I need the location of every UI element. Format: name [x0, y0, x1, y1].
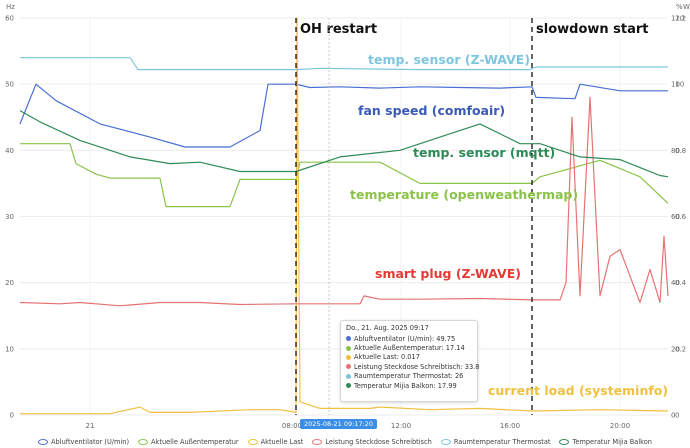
legend-label: Aktuelle Last: [260, 438, 304, 446]
tooltip-row: Aktuelle Außentemperatur: 17.14: [346, 343, 472, 352]
axis-ticks: 0 10 20 30 40 50 60 Hz 0 0.2 0.4 0.6 0.8 1 1.2 0 20 40 60 8…: [5, 3, 690, 430]
legend-item[interactable]: Temperatur Mijia Balkon: [559, 436, 652, 448]
legend-item[interactable]: Abluftventilator (U/min): [38, 436, 129, 448]
series-label: temp. sensor (Z-WAVE): [368, 52, 530, 67]
left-tick-label: 30: [5, 213, 14, 221]
tooltip-row-text: Aktuelle Last: 0.017: [354, 353, 420, 362]
left-tick-label: 50: [5, 81, 14, 89]
tooltip-row: Leistung Steckdose Schreibtisch: 33.8: [346, 362, 479, 371]
series-line: [20, 143, 669, 208]
hover-tooltip: Do., 21. Aug. 2025 09:17 Abluftventilato…: [340, 320, 479, 402]
series-label: temperature (openweathermap): [350, 187, 578, 202]
series-label: current load (systeminfo): [488, 383, 668, 398]
left-tick-label: 40: [5, 147, 14, 155]
right-tick-label-1: 0.6: [675, 213, 687, 221]
series-line: [19, 110, 669, 178]
left-tick-label: 0: [10, 412, 14, 420]
tooltip-title: Do., 21. Aug. 2025 09:17: [346, 324, 429, 332]
legend-swatch-icon: [38, 439, 49, 445]
left-tick-label: 20: [5, 279, 14, 287]
legend-label: Temperatur Mijia Balkon: [572, 438, 652, 446]
series-color-dot-icon: [346, 364, 351, 370]
legend-swatch-icon: [247, 439, 258, 445]
x-tick-label: 16:00: [500, 422, 520, 430]
right-tick-label-2: 20: [671, 345, 680, 353]
legend-label: Abluftventilator (U/min): [51, 438, 130, 446]
tooltip-row: Raumtemperatur Thermostat: 26: [346, 372, 472, 381]
x-tick-label: 12:00: [391, 422, 411, 430]
legend-item[interactable]: Leistung Steckdose Schreibtisch: [312, 436, 432, 448]
series-lines: [19, 17, 669, 415]
tooltip-row: Aktuelle Last: 0.017: [346, 353, 472, 362]
legend-label: Aktuelle Außentemperatur: [151, 438, 239, 446]
tooltip-row-text: Leistung Steckdose Schreibtisch: 33.8: [354, 362, 480, 371]
legend-item[interactable]: Aktuelle Außentemperatur: [138, 436, 239, 448]
series-line: [20, 17, 669, 415]
right-tick-label-2: 60: [671, 213, 680, 221]
legend[interactable]: Abluftventilator (U/min) Aktuelle Außente…: [0, 436, 690, 448]
time-badge: 2025-08-21 09:17:20: [300, 419, 378, 429]
tooltip-row-text: Aktuelle Außentemperatur: 17.14: [354, 344, 465, 353]
legend-item[interactable]: Aktuelle Last: [247, 436, 304, 448]
tooltip-rows: Abluftventilator (U/min): 49.75 Aktuelle …: [346, 334, 479, 390]
right-tick-label-1: 1: [675, 81, 679, 89]
tooltip-row-text: Raumtemperatur Thermostat: 26: [354, 372, 464, 381]
series-labels: temp. sensor (Z-WAVE) fan speed (comfoair…: [350, 52, 668, 398]
series-color-dot-icon: [346, 336, 351, 342]
tooltip-row: Abluftventilator (U/min): 49.75: [346, 334, 472, 343]
gridlines: [20, 17, 668, 416]
series-label: fan speed (comfoair): [358, 103, 505, 118]
event-markers: OH restart slowdown start: [295, 18, 649, 415]
legend-label: Raumtemperatur Thermostat: [453, 438, 551, 446]
series-line: [19, 83, 668, 148]
legend-item[interactable]: Raumtemperatur Thermostat: [440, 436, 551, 448]
series-line: [19, 96, 669, 307]
right-tick-label-1: 0.2: [675, 345, 686, 353]
series-color-dot-icon: [346, 383, 351, 389]
right-tick-label-1: 0: [675, 412, 679, 420]
tooltip-row-text: Temperatur Mijia Balkon: 17.99: [354, 381, 457, 390]
right-axis-unit-2: W: [683, 3, 690, 11]
right-tick-label-1: 0.8: [675, 147, 686, 155]
right-axis-unit-1: %: [676, 3, 683, 11]
series-line: [20, 57, 668, 71]
legend-label: Leistung Steckdose Schreibtisch: [325, 438, 432, 446]
right-tick-label-2: 80: [671, 147, 680, 155]
right-tick-label-1: 0.4: [675, 279, 687, 287]
x-tick-label: 20:00: [610, 422, 630, 430]
tooltip-row: Temperatur Mijia Balkon: 17.99: [346, 381, 472, 390]
series-label: temp. sensor (mqtt): [413, 145, 555, 160]
legend-swatch-icon: [138, 439, 149, 445]
legend-swatch-icon: [440, 439, 451, 445]
x-tick-label: 08:00: [282, 422, 302, 430]
right-tick-label-2: 100: [671, 81, 684, 89]
left-axis-unit: Hz: [6, 3, 15, 11]
right-tick-label-2: 120: [671, 15, 684, 23]
right-tick-label-1: 1.2: [675, 15, 686, 23]
series-color-dot-icon: [346, 345, 351, 351]
event-label: slowdown start: [536, 22, 649, 37]
left-tick-label: 10: [5, 345, 14, 353]
left-tick-label: 60: [5, 15, 14, 23]
x-tick-label: 21: [86, 422, 95, 430]
series-label: smart plug (Z-WAVE): [375, 266, 521, 281]
legend-swatch-icon: [559, 439, 570, 445]
series-color-dot-icon: [346, 373, 351, 379]
series-color-dot-icon: [346, 354, 351, 360]
legend-swatch-icon: [312, 439, 323, 445]
event-label: OH restart: [300, 22, 377, 37]
right-tick-label-2: 0: [671, 412, 675, 420]
right-tick-label-2: 40: [671, 279, 680, 287]
tooltip-row-text: Abluftventilator (U/min): 49.75: [354, 334, 456, 343]
